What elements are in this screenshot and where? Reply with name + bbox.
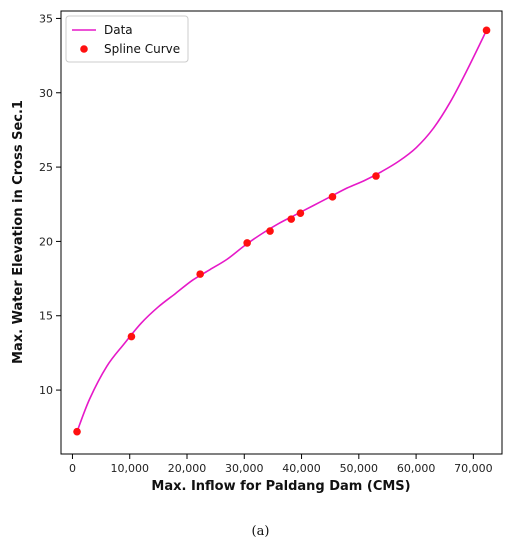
legend-item-data: Data (104, 23, 133, 37)
spline-curve-point (296, 209, 305, 217)
spline-curve-point (372, 172, 380, 180)
x-tick-label: 30,000 (225, 462, 264, 475)
y-axis-label: Max. Water Elevation in Cross Sec.1 (11, 100, 26, 364)
spline-curve-point (196, 270, 204, 278)
x-tick-label: 40,000 (282, 462, 321, 475)
spline-curve-point (127, 332, 136, 341)
y-tick-label: 30 (39, 87, 53, 100)
spline-curve-point (73, 427, 81, 436)
x-tick-label: 0 (69, 462, 76, 475)
spline-curve-point (482, 26, 491, 35)
legend-point-swatch (80, 45, 88, 53)
data-series-line (76, 29, 488, 432)
legend-box (65, 15, 189, 63)
x-tick-label: 70,000 (454, 462, 493, 475)
x-tick-label: 20,000 (168, 462, 207, 475)
spline-curve-point (287, 215, 296, 223)
x-axis-ticks: 0 10,000 20,000 30,000 40,000 50,000 60,000 70,… (69, 454, 493, 475)
spline-curve-point (266, 227, 274, 235)
y-tick-label: 10 (39, 384, 53, 397)
y-tick-label: 15 (39, 310, 53, 323)
x-tick-label: 60,000 (397, 462, 436, 475)
x-tick-label: 10,000 (110, 462, 149, 475)
y-tick-label: 35 (39, 12, 53, 25)
legend-item-spline-curve: Spline Curve (104, 42, 180, 56)
x-tick-label: 50,000 (340, 462, 379, 475)
y-axis-ticks: 10 15 20 25 30 35 (39, 12, 61, 397)
spline-chart: 0 10,000 20,000 30,000 40,000 50,000 60,000 70,… (11, 10, 503, 494)
plot-frame (60, 10, 503, 455)
y-tick-label: 20 (39, 235, 53, 248)
spline-curve-point (243, 239, 251, 247)
legend: Data Spline Curve (65, 15, 189, 63)
y-tick-label: 25 (39, 161, 53, 174)
spline-curve-point (328, 193, 337, 201)
series-layer (73, 26, 491, 436)
figure-caption: (a) (251, 524, 270, 539)
x-axis-label: Max. Inflow for Paldang Dam (CMS) (151, 479, 410, 494)
